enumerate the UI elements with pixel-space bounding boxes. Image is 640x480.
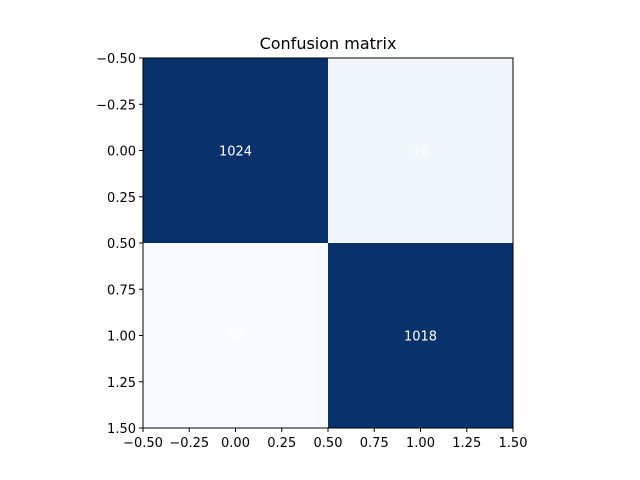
- y-axis-ticks: −0.50 −0.25 0.00 0.25 0.50 0.75 1.00 1.25 1.50: [96, 52, 143, 437]
- cell-label-0-1: 76: [412, 145, 429, 160]
- heatmap-cell-1-1: [328, 243, 513, 428]
- heatmap-cell-0-0: [143, 58, 328, 243]
- cell-label-0-0: 1024: [219, 145, 252, 160]
- y-tick-label: 0.50: [107, 237, 136, 252]
- heatmap-cell-0-1: [328, 58, 513, 243]
- x-tick-label: 1.25: [452, 436, 481, 451]
- y-tick-label: 1.50: [107, 422, 136, 437]
- cell-value-labels: 1024 76 52 1018: [219, 145, 437, 345]
- x-tick-label: 0.75: [360, 436, 389, 451]
- y-tick-label: 0.75: [107, 283, 136, 298]
- cell-label-1-0: 52: [227, 330, 244, 345]
- x-tick-label: 0.00: [221, 436, 250, 451]
- heatmap-cells: [143, 58, 513, 428]
- x-tick-label: −0.25: [169, 436, 209, 451]
- y-tick-label: 1.00: [107, 330, 136, 345]
- y-tick-label: −0.25: [96, 98, 136, 113]
- y-tick-label: 1.25: [107, 376, 136, 391]
- x-axis-ticks: −0.50 −0.25 0.00 0.25 0.50 0.75 1.00 1.25 1.50: [123, 428, 527, 451]
- x-tick-label: 0.25: [267, 436, 296, 451]
- x-tick-label: 0.50: [314, 436, 343, 451]
- y-tick-label: 0.00: [107, 145, 136, 160]
- x-tick-label: 1.50: [499, 436, 528, 451]
- heatmap-cell-1-0: [143, 243, 328, 428]
- cell-label-1-1: 1018: [404, 330, 437, 345]
- chart-title: Confusion matrix: [260, 34, 397, 53]
- y-tick-label: −0.50: [96, 52, 136, 67]
- y-tick-label: 0.25: [107, 191, 136, 206]
- x-tick-label: 1.00: [406, 436, 435, 451]
- x-tick-label: −0.50: [123, 436, 163, 451]
